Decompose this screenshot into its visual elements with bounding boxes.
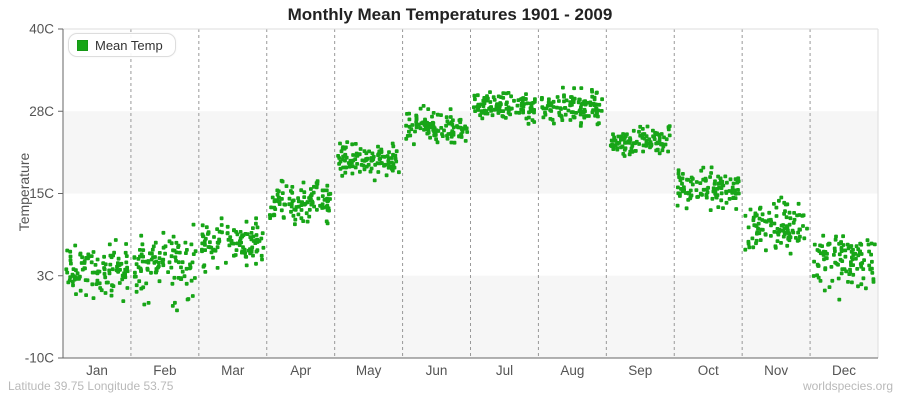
x-tick-label: Jun [426,363,448,378]
y-tick-label: 3C [37,268,55,283]
legend: Mean Temp [68,33,176,57]
y-tick-label: 40C [29,22,54,37]
footer-site-credit: worldspecies.org [802,379,893,393]
x-tick-label: Aug [560,363,584,378]
x-tick-label: Jan [86,363,108,378]
y-axis-label: Temperature [16,152,32,232]
x-tick-label: Dec [832,363,856,378]
chart-title: Monthly Mean Temperatures 1901 - 2009 [287,5,613,24]
x-tick-label: Mar [221,363,245,378]
x-tick-label: May [356,363,382,378]
y-tick-label: 28C [29,104,54,119]
x-tick-label: Oct [698,363,719,378]
y-tick-label: 15C [29,186,54,201]
legend-label: Mean Temp [95,37,163,53]
footer-coordinates: Latitude 39.75 Longitude 53.75 [8,379,174,393]
x-axis-labels: Jan Feb Mar Apr May Jun Jul Aug Sep Oct Nov Dec [86,363,856,378]
series-mean-temp-points [64,85,877,313]
x-tick-label: Sep [628,363,652,378]
legend-swatch-icon [77,39,88,51]
x-tick-label: Nov [764,363,788,378]
y-tick-label: -10C [25,351,55,366]
month-gridlines [130,29,811,358]
x-tick-label: Feb [153,363,176,378]
x-tick-label: Apr [290,363,312,378]
x-tick-label: Jul [496,363,513,378]
y-axis-ticks: 40C 28C 15C 3C -10C [25,22,63,366]
